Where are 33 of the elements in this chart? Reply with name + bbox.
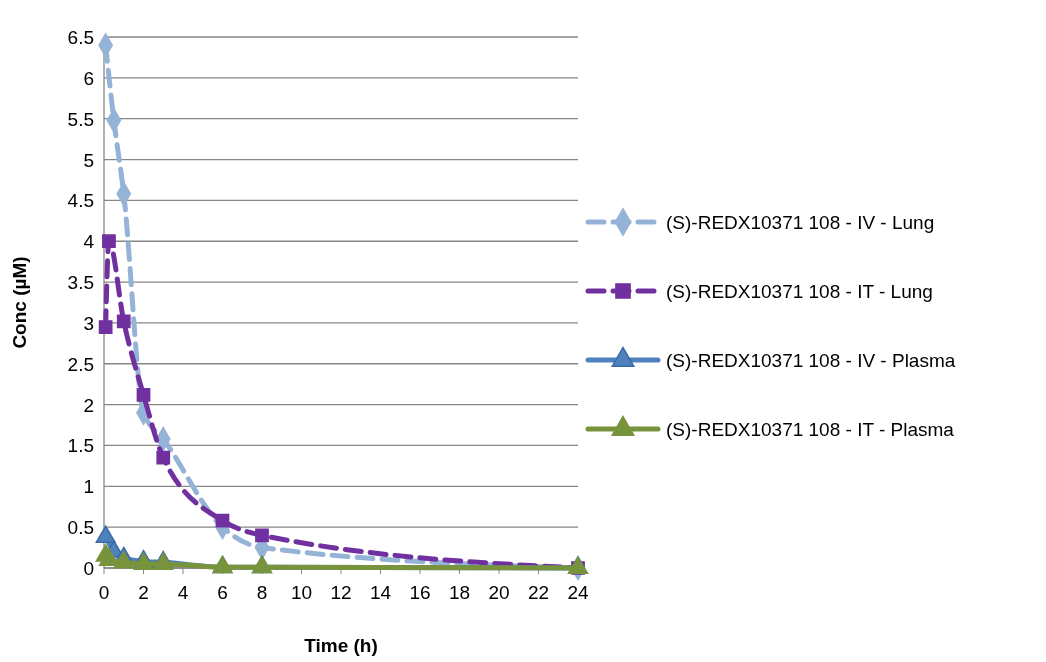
y-tick-label: 1.5 (67, 435, 94, 457)
y-tick-label: 3.5 (67, 272, 94, 294)
x-tick-label: 10 (290, 582, 313, 603)
y-tick-label: 0.5 (67, 517, 94, 539)
y-tick-label: 2 (83, 394, 94, 416)
x-tick-label: 2 (138, 582, 149, 603)
x-tick-label: 6 (217, 582, 228, 603)
legend-label: (S)-REDX10371 108 - IV - Lung (666, 212, 935, 233)
y-tick-label: 4 (83, 231, 95, 253)
x-tick-label: 14 (369, 582, 392, 603)
y-axis-title: Conc (µM) (9, 256, 30, 349)
x-axis-title: Time (h) (304, 635, 378, 656)
y-tick-label: 5 (83, 149, 94, 171)
x-tick-label: 16 (409, 582, 431, 603)
legend-label: (S)-REDX10371 108 - IT - Plasma (666, 419, 955, 440)
legend-label: (S)-REDX10371 108 - IT - Lung (666, 281, 933, 302)
x-tick-label: 0 (98, 582, 110, 603)
y-tick-label: 6 (83, 67, 94, 89)
x-tick-label: 4 (177, 582, 189, 603)
y-tick-label: 1 (83, 476, 94, 498)
x-tick-label: 18 (448, 582, 471, 603)
x-tick-label: 22 (527, 582, 550, 603)
x-tick-label: 20 (488, 582, 510, 603)
y-tick-label: 6.5 (67, 27, 94, 48)
x-tick-label: 8 (256, 582, 268, 603)
legend-label: (S)-REDX10371 108 - IV - Plasma (666, 350, 956, 371)
y-tick-label: 4.5 (67, 190, 94, 212)
y-tick-label: 5.5 (67, 108, 94, 130)
y-tick-label: 2.5 (67, 353, 94, 375)
x-tick-label: 12 (330, 582, 352, 603)
y-tick-label: 0 (83, 558, 94, 579)
y-tick-label: 3 (83, 312, 94, 334)
x-tick-label: 24 (567, 582, 589, 603)
